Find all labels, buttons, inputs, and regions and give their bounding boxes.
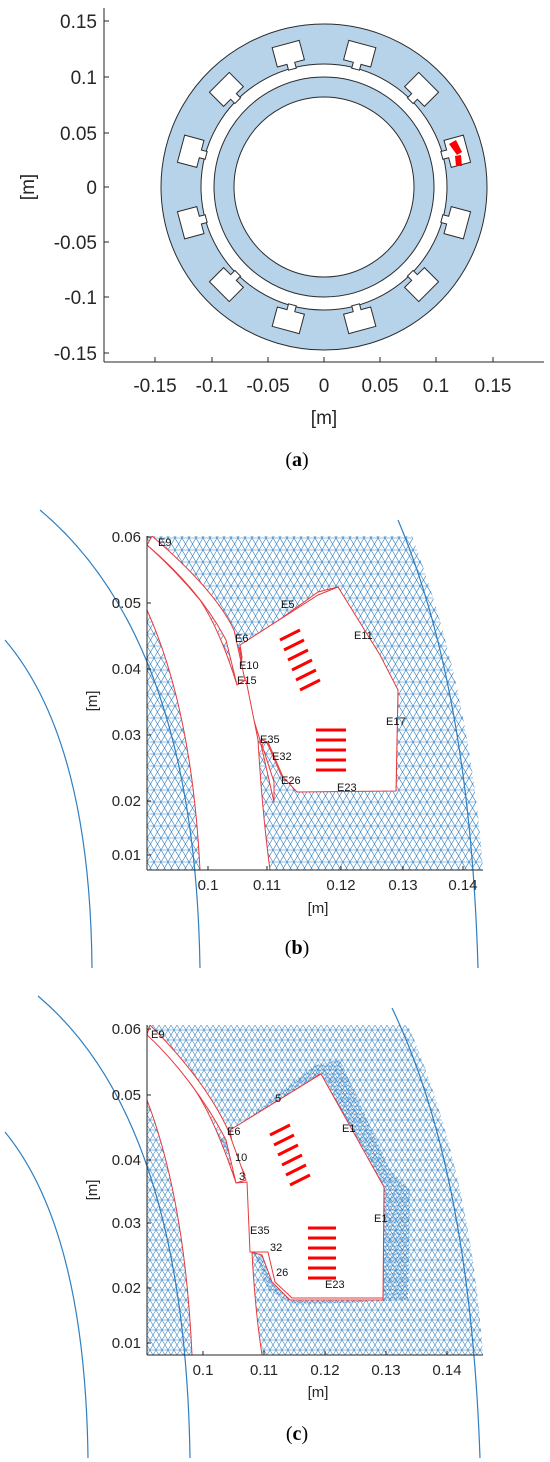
edge-label-c-8: 32 bbox=[270, 1242, 282, 1254]
y-ticks-a: 0.15 0.1 0.05 0 -0.05 -0.1 -0.15 bbox=[54, 12, 109, 365]
ytick-a-2: 0.05 bbox=[60, 124, 97, 145]
xtick-b-3: 0.13 bbox=[388, 877, 417, 894]
ytick-c-4: 0.02 bbox=[112, 1280, 141, 1297]
xtick-c-0: 0.1 bbox=[193, 1362, 214, 1379]
xtick-a-0: -0.15 bbox=[133, 376, 176, 397]
xlabel-b: [m] bbox=[308, 900, 329, 917]
edge-label-c-6: E1 bbox=[374, 1213, 387, 1225]
xtick-a-6: 0.15 bbox=[475, 376, 512, 397]
current-marks-b bbox=[279, 628, 346, 772]
xtick-c-1: 0.11 bbox=[250, 1362, 278, 1379]
caption-b: (b) bbox=[285, 937, 309, 959]
panel-b: E9 E5 E6 E11 E10 E15 E17 E35 E32 E26 E23… bbox=[4, 509, 483, 969]
edge-label-b-3: E11 bbox=[354, 630, 373, 642]
xtick-c-3: 0.13 bbox=[371, 1362, 400, 1379]
caption-a: (a) bbox=[285, 449, 308, 471]
ytick-b-2: 0.04 bbox=[112, 661, 141, 678]
stator-slot bbox=[208, 71, 245, 108]
highlighted-coil-2 bbox=[455, 155, 462, 166]
current-marks-c bbox=[269, 1123, 336, 1280]
edge-label-b-2: E6 bbox=[235, 633, 248, 645]
ytick-a-3: 0 bbox=[86, 178, 97, 199]
stator-slot bbox=[271, 303, 306, 335]
edge-label-b-8: E32 bbox=[272, 751, 292, 763]
edge-label-b-0: E9 bbox=[158, 537, 171, 549]
edge-label-b-5: E15 bbox=[237, 675, 257, 687]
y-ticks-c: 0.06 0.05 0.04 0.03 0.02 0.01 bbox=[112, 1021, 151, 1352]
xtick-a-5: 0.1 bbox=[423, 376, 449, 397]
ytick-b-3: 0.03 bbox=[112, 727, 141, 744]
ytick-a-5: -0.1 bbox=[64, 288, 97, 309]
x-ticks-a: -0.15 -0.1 -0.05 0 0.05 0.1 0.15 bbox=[133, 357, 511, 397]
stator-slot bbox=[342, 303, 377, 335]
ytick-a-4: -0.05 bbox=[54, 233, 97, 254]
gap-air-b bbox=[147, 544, 271, 870]
xtick-a-1: -0.1 bbox=[196, 376, 229, 397]
xtick-b-1: 0.11 bbox=[253, 877, 281, 894]
ytick-a-1: 0.1 bbox=[71, 68, 97, 89]
ytick-c-5: 0.01 bbox=[112, 1335, 141, 1352]
xlabel-a: [m] bbox=[311, 408, 337, 429]
stator-slot bbox=[176, 205, 208, 240]
edge-label-c-10: E23 bbox=[325, 1279, 345, 1291]
highlighted-coil bbox=[449, 140, 462, 155]
edge-label-c-7: E35 bbox=[250, 1225, 270, 1237]
ytick-c-1: 0.05 bbox=[112, 1087, 141, 1104]
xtick-b-0: 0.1 bbox=[198, 877, 219, 894]
xtick-a-4: 0.05 bbox=[362, 376, 399, 397]
ytick-a-0: 0.15 bbox=[60, 12, 97, 33]
edge-label-b-6: E17 bbox=[386, 716, 406, 728]
stator-slots bbox=[176, 39, 472, 335]
edge-label-c-1: 5 bbox=[275, 1093, 281, 1105]
ytick-b-5: 0.01 bbox=[112, 847, 141, 864]
edge-label-b-9: E26 bbox=[281, 775, 301, 787]
caption-c: (c) bbox=[286, 1423, 308, 1445]
stator-slot bbox=[208, 266, 245, 303]
xtick-c-2: 0.12 bbox=[310, 1362, 339, 1379]
stator-slot bbox=[271, 39, 306, 71]
xtick-b-2: 0.12 bbox=[326, 877, 355, 894]
y-ticks-b: 0.06 0.05 0.04 0.03 0.02 0.01 bbox=[112, 529, 151, 864]
ytick-b-0: 0.06 bbox=[112, 529, 141, 546]
machine-cross-section bbox=[160, 23, 488, 351]
edge-label-c-0: E9 bbox=[151, 1029, 164, 1041]
edge-label-c-2: E6 bbox=[227, 1126, 240, 1138]
edge-label-c-9: 26 bbox=[276, 1267, 288, 1279]
xlabel-c: [m] bbox=[308, 1384, 329, 1401]
xtick-a-2: -0.05 bbox=[246, 376, 289, 397]
edge-label-b-4: E10 bbox=[239, 660, 259, 672]
edge-labels-c: E9 5 E6 E1 10 3 E1 E35 32 26 E23 bbox=[151, 1029, 387, 1291]
panel-a: 0.15 0.1 0.05 0 -0.05 -0.1 -0.15 -0.15 -… bbox=[18, 8, 544, 471]
ytick-b-1: 0.05 bbox=[112, 595, 141, 612]
ytick-a-6: -0.15 bbox=[54, 344, 97, 365]
ylabel-a: [m] bbox=[18, 174, 39, 200]
rotor-core bbox=[213, 76, 435, 298]
edge-label-b-7: E35 bbox=[260, 734, 280, 746]
edge-label-c-4: 10 bbox=[235, 1152, 247, 1164]
xtick-c-4: 0.14 bbox=[432, 1362, 461, 1379]
edge-label-b-1: E5 bbox=[281, 599, 294, 611]
xtick-a-3: 0 bbox=[319, 376, 330, 397]
ytick-c-2: 0.04 bbox=[112, 1152, 141, 1169]
ytick-c-0: 0.06 bbox=[112, 1021, 141, 1038]
edge-label-b-10: E23 bbox=[337, 782, 357, 794]
panel-c: E9 5 E6 E1 10 3 E1 E35 32 26 E23 0.06 0.… bbox=[4, 995, 483, 1459]
ytick-c-3: 0.03 bbox=[112, 1215, 141, 1232]
x-ticks-c: 0.1 0.11 0.12 0.13 0.14 bbox=[193, 1351, 462, 1379]
x-ticks-b: 0.1 0.11 0.12 0.13 0.14 bbox=[198, 866, 478, 894]
ytick-b-4: 0.02 bbox=[112, 793, 141, 810]
stator-slot bbox=[403, 71, 440, 108]
stator-core bbox=[160, 23, 488, 351]
gap-air-c bbox=[147, 1034, 263, 1355]
xtick-b-4: 0.14 bbox=[448, 877, 477, 894]
edge-label-c-5: 3 bbox=[239, 1171, 245, 1183]
stator-slot bbox=[403, 266, 440, 303]
stator-slot bbox=[440, 205, 472, 240]
ylabel-c: [m] bbox=[84, 1180, 101, 1201]
ylabel-b: [m] bbox=[84, 691, 101, 712]
edge-label-c-3: E1 bbox=[342, 1123, 355, 1135]
edge-labels-b: E9 E5 E6 E11 E10 E15 E17 E35 E32 E26 E23 bbox=[158, 537, 406, 794]
stator-slot bbox=[342, 39, 377, 71]
stator-slot bbox=[176, 134, 208, 169]
